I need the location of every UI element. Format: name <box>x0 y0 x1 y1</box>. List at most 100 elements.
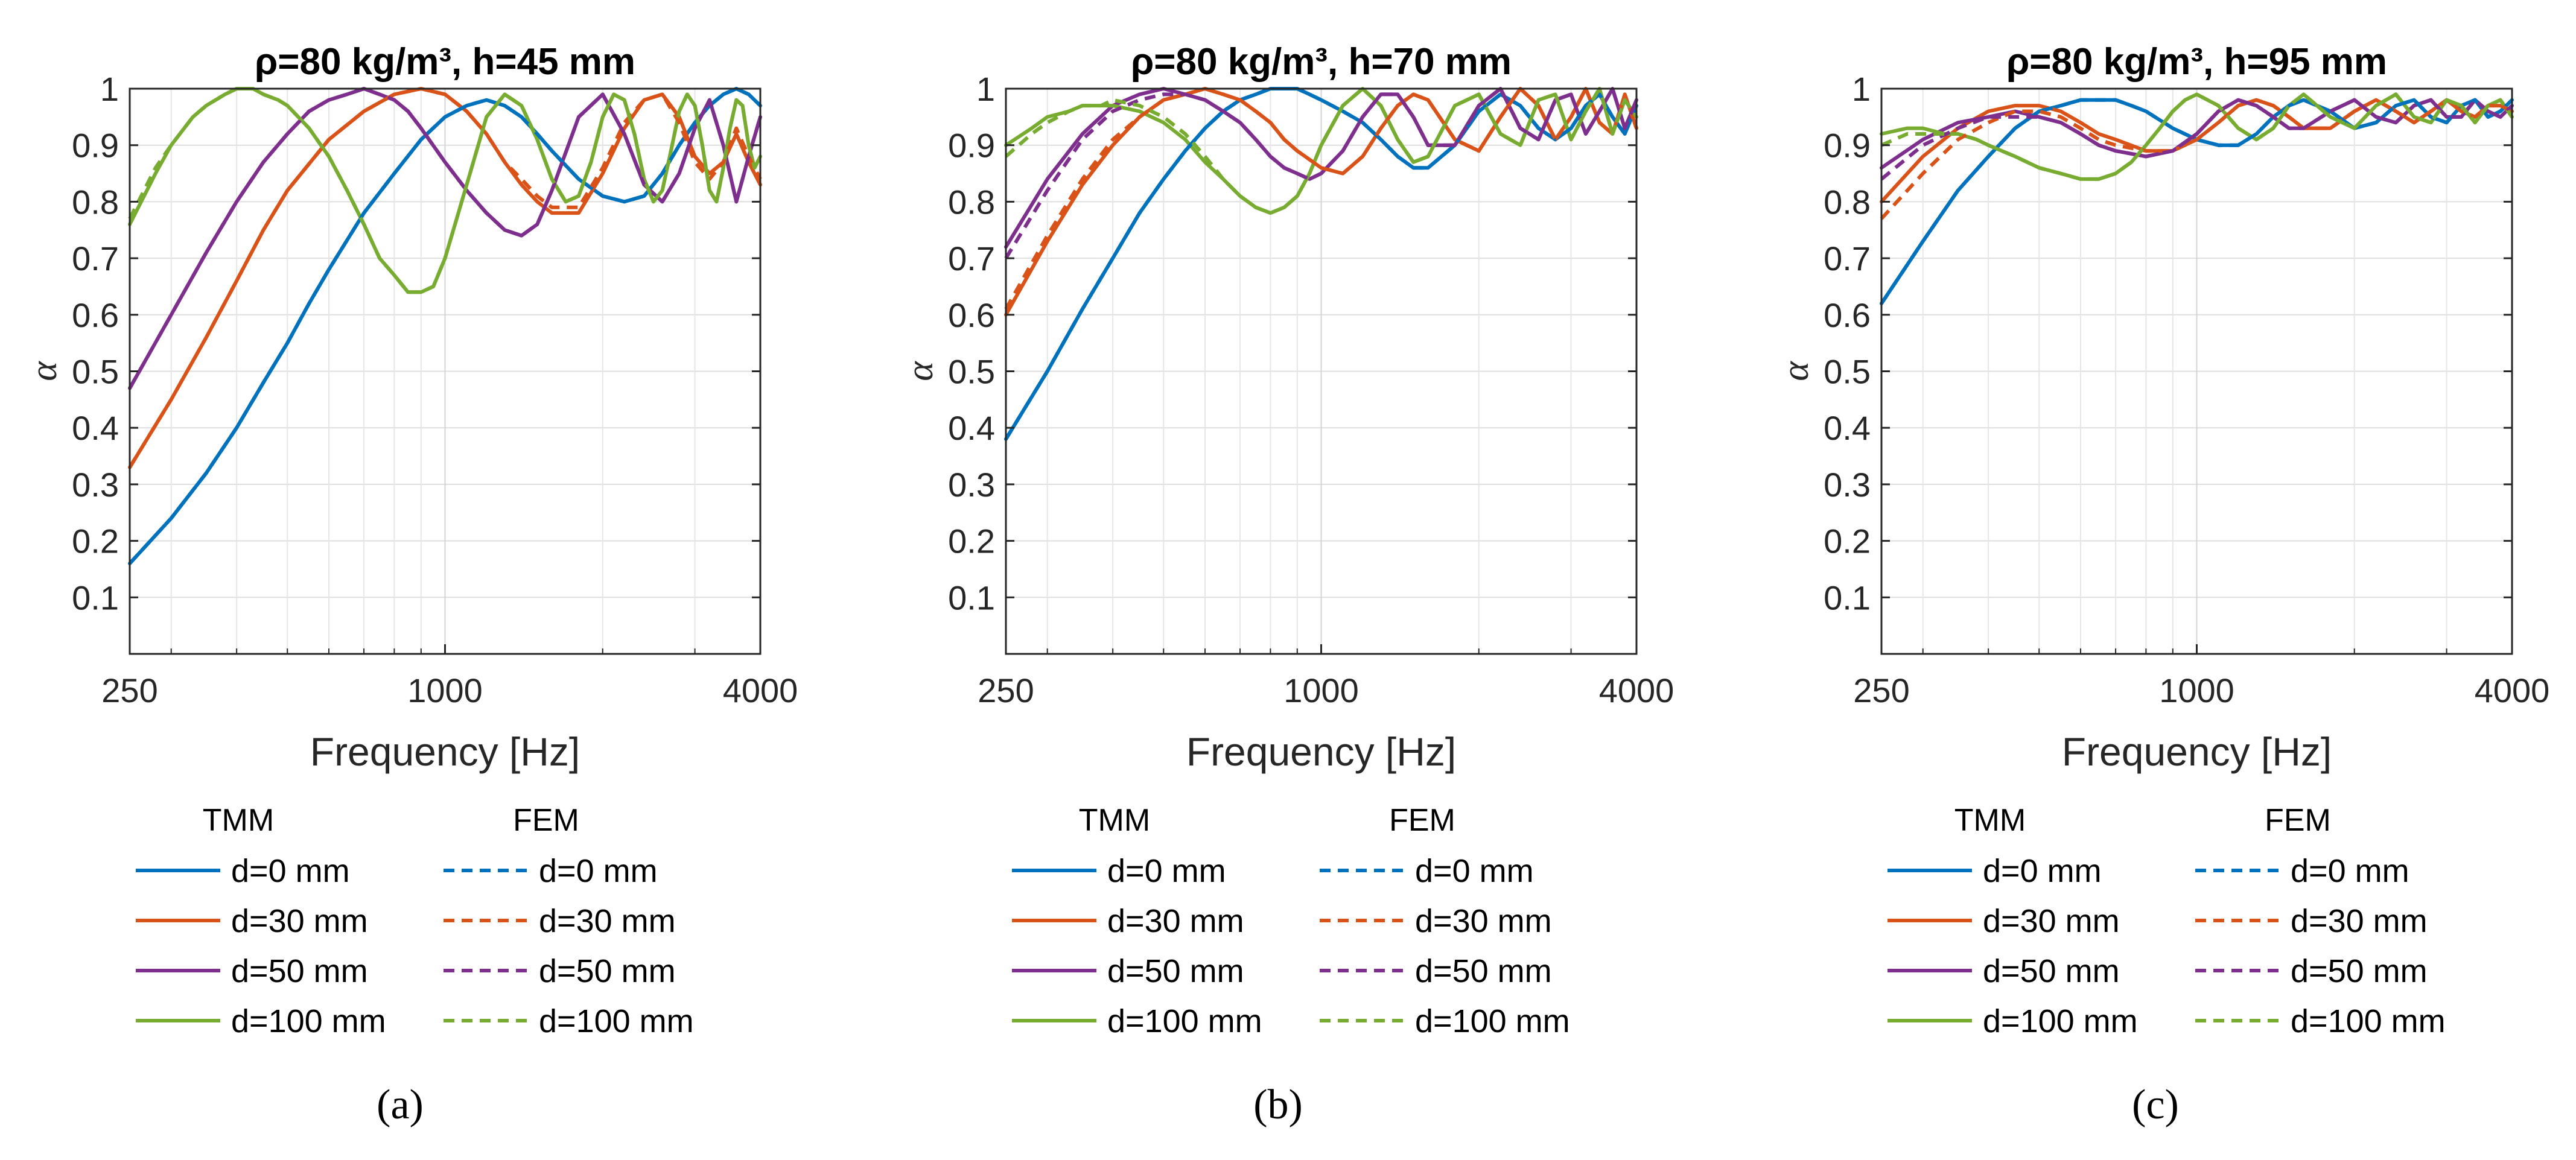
y-tick-label: 0.3 <box>72 466 119 504</box>
y-tick-label: 0.6 <box>1824 296 1871 334</box>
y-tick-label: 0.5 <box>72 353 119 391</box>
legend: TMM FEM d=0 mm d=0 mm d=30 mm d=30 mm d=50 mm d… <box>1887 803 2446 1039</box>
series-line-fem-3 <box>1880 98 2514 181</box>
y-axis-label: α <box>900 361 941 381</box>
x-tick-label: 4000 <box>2475 671 2550 709</box>
series-lines <box>1880 92 2514 306</box>
y-tick-label: 0.4 <box>948 409 995 447</box>
legend-title-tmm: TMM <box>1079 803 1150 838</box>
x-axis-label: Frequency [Hz] <box>2062 729 2332 774</box>
x-axis-label: Frequency [Hz] <box>1186 729 1457 774</box>
y-tick-label: 0.1 <box>948 578 995 616</box>
legend-label-tmm: d=30 mm <box>1983 903 2120 939</box>
caption-a: (a) <box>377 1082 424 1128</box>
y-tick-label: 1 <box>976 70 995 108</box>
y-tick-label: 0.1 <box>72 578 119 616</box>
legend-label-tmm: d=0 mm <box>1107 853 1226 889</box>
legend-label-tmm: d=30 mm <box>1107 903 1244 939</box>
y-tick-label: 0.2 <box>948 522 995 560</box>
legend: TMM FEM d=0 mm d=0 mm d=30 mm d=30 mm d=50 mm d… <box>136 803 694 1039</box>
legend-label-fem: d=30 mm <box>539 903 676 939</box>
caption-b: (b) <box>1253 1082 1303 1128</box>
series-line-fem-4 <box>128 87 762 294</box>
legend-label-fem: d=100 mm <box>2291 1003 2446 1039</box>
chart-panel-3: 0.1 0.2 0.3 0.4 0.5 0.6 0.7 0.8 0.9 1 250 1000 4000 ρ… <box>1775 41 2549 1039</box>
y-tick-label: 0.7 <box>948 239 995 277</box>
y-tick-label: 0.8 <box>1824 183 1871 221</box>
legend-label-fem: d=0 mm <box>539 853 658 889</box>
series-lines <box>128 87 762 566</box>
x-tick-label: 4000 <box>723 671 798 709</box>
y-tick-label: 0.4 <box>72 409 119 447</box>
series-line-fem-1 <box>1004 87 1638 440</box>
x-tick-label: 250 <box>978 671 1034 709</box>
y-tick-label: 0.7 <box>1824 239 1871 277</box>
x-tick-label: 250 <box>1853 671 1909 709</box>
x-tick-label: 1000 <box>2159 671 2234 709</box>
chart-title: ρ=80 kg/m³, h=95 mm <box>2006 41 2387 83</box>
legend-label-fem: d=100 mm <box>1415 1003 1570 1039</box>
legend-label-tmm: d=50 mm <box>1107 953 1244 989</box>
y-tick-label: 0.7 <box>72 239 119 277</box>
y-tick-label: 0.9 <box>1824 127 1871 165</box>
series-line-fem-2 <box>128 87 762 469</box>
series-line-fem-2 <box>1004 87 1638 310</box>
caption-c: (c) <box>2132 1082 2179 1128</box>
series-line-fem-3 <box>1004 87 1638 259</box>
y-tick-label: 0.6 <box>948 296 995 334</box>
y-axis-label: α <box>1775 361 1816 381</box>
legend-label-fem: d=50 mm <box>539 953 676 989</box>
y-tick-label: 1 <box>1852 70 1871 108</box>
legend-label-tmm: d=0 mm <box>231 853 350 889</box>
y-tick-label: 0.3 <box>1824 466 1871 504</box>
legend-label-fem: d=100 mm <box>539 1003 694 1039</box>
x-tick-label: 1000 <box>407 671 483 709</box>
y-tick-label: 0.1 <box>1824 578 1871 616</box>
chart-title: ρ=80 kg/m³, h=70 mm <box>1131 41 1512 83</box>
legend-label-fem: d=0 mm <box>2291 853 2409 889</box>
y-tick-label: 0.8 <box>72 183 119 221</box>
legend-label-tmm: d=50 mm <box>231 953 368 989</box>
legend-label-fem: d=30 mm <box>1415 903 1552 939</box>
x-tick-label: 1000 <box>1283 671 1359 709</box>
legend-label-fem: d=0 mm <box>1415 853 1534 889</box>
legend: TMM FEM d=0 mm d=0 mm d=30 mm d=30 mm d=50 mm d… <box>1012 803 1570 1039</box>
y-tick-label: 0.9 <box>72 127 119 165</box>
series-line-fem-3 <box>128 87 762 390</box>
y-tick-label: 1 <box>100 70 119 108</box>
legend-label-tmm: d=100 mm <box>1107 1003 1262 1039</box>
chart-title: ρ=80 kg/m³, h=45 mm <box>255 41 635 83</box>
x-tick-label: 250 <box>101 671 157 709</box>
x-tick-label: 4000 <box>1599 671 1674 709</box>
legend-title-tmm: TMM <box>203 803 274 838</box>
chart-panel-2: 0.1 0.2 0.3 0.4 0.5 0.6 0.7 0.8 0.9 1 250 1000 4000 ρ… <box>900 41 1674 1039</box>
series-line-fem-4 <box>1880 92 2514 181</box>
series-line-tmm-4 <box>1004 87 1638 215</box>
x-axis-label: Frequency [Hz] <box>310 729 580 774</box>
series-line-tmm-2 <box>128 87 762 469</box>
y-tick-label: 0.5 <box>1824 353 1871 391</box>
legend-label-fem: d=50 mm <box>1415 953 1552 989</box>
y-tick-label: 0.3 <box>948 466 995 504</box>
legend-label-tmm: d=30 mm <box>231 903 368 939</box>
legend-label-tmm: d=100 mm <box>1983 1003 2138 1039</box>
y-tick-label: 0.6 <box>72 296 119 334</box>
y-axis-label: α <box>24 361 65 381</box>
legend-label-tmm: d=100 mm <box>231 1003 386 1039</box>
series-lines <box>1004 87 1638 441</box>
legend-label-fem: d=30 mm <box>2291 903 2428 939</box>
y-tick-label: 0.4 <box>1824 409 1871 447</box>
y-tick-label: 0.2 <box>1824 522 1871 560</box>
legend-title-fem: FEM <box>513 803 579 838</box>
legend-title-fem: FEM <box>1389 803 1455 838</box>
legend-title-fem: FEM <box>2265 803 2331 838</box>
y-tick-label: 0.5 <box>948 353 995 391</box>
legend-label-fem: d=50 mm <box>2291 953 2428 989</box>
series-line-fem-1 <box>1880 98 2514 305</box>
legend-label-tmm: d=50 mm <box>1983 953 2120 989</box>
series-line-fem-1 <box>128 87 762 565</box>
chart-panel-1: 0.1 0.2 0.3 0.4 0.5 0.6 0.7 0.8 0.9 1 250 1000 4000 ρ… <box>24 41 798 1039</box>
legend-label-tmm: d=0 mm <box>1983 853 2102 889</box>
y-tick-label: 0.8 <box>948 183 995 221</box>
